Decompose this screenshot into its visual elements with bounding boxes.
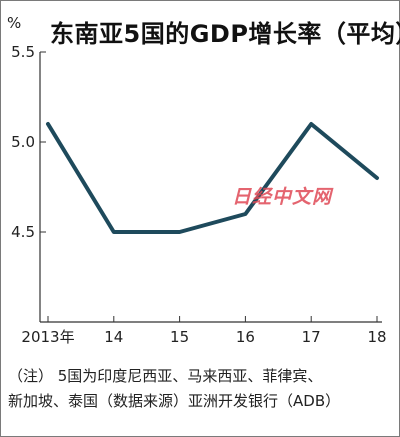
y-tick-label: 5.5 bbox=[11, 43, 35, 61]
chart-ticks: 5.5 5.0 4.5 2013年 14 15 16 17 18 bbox=[11, 43, 386, 346]
x-tick-label: 15 bbox=[170, 328, 189, 346]
note-line-1: （注） 5国为印度尼西亚、马来西亚、菲律宾、 bbox=[8, 367, 323, 385]
chart-axes bbox=[39, 52, 382, 323]
series-line-0 bbox=[46, 122, 379, 234]
x-tick-label: 16 bbox=[236, 328, 255, 346]
watermark-text: 日经中文网 bbox=[232, 186, 333, 208]
y-tick-label: 5.0 bbox=[11, 133, 35, 151]
note-line-2: 新加坡、泰国（数据来源）亚洲开发银行（ADB） bbox=[8, 392, 341, 410]
chart-note: （注） 5国为印度尼西亚、马来西亚、菲律宾、 新加坡、泰国（数据来源）亚洲开发银… bbox=[8, 364, 398, 414]
x-tick-label: 17 bbox=[302, 328, 321, 346]
x-tick-label: 18 bbox=[367, 328, 386, 346]
x-tick-label: 2013年 bbox=[21, 328, 74, 346]
y-tick-label: 4.5 bbox=[11, 223, 35, 241]
y-unit-label: % bbox=[7, 14, 22, 32]
x-tick-label: 14 bbox=[104, 328, 123, 346]
chart-title: 东南亚5国的GDP增长率（平均） bbox=[50, 20, 400, 48]
chart-series bbox=[46, 122, 379, 234]
